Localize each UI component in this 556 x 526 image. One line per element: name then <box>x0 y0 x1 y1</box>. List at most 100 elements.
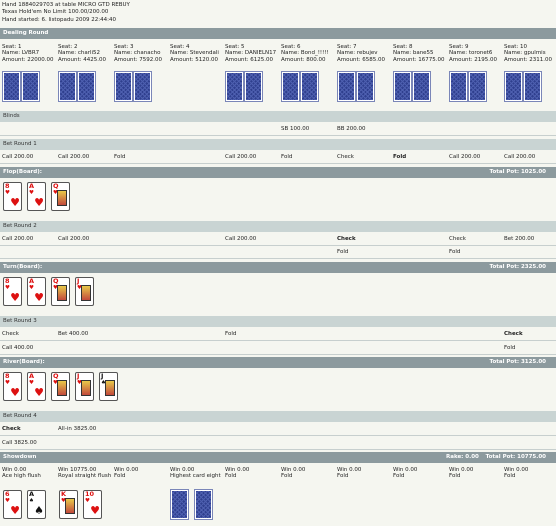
seat-7-action: Check <box>337 236 356 242</box>
win-amount: Win 0.00 <box>281 467 306 473</box>
bet-round-3-actions: Check Bet 400.00 Fold Check <box>0 331 556 341</box>
card-back-icon <box>77 71 96 102</box>
seat-seat: Seat: 7 <box>337 44 357 50</box>
river-total-pot: Total Pot: 3125.00 <box>489 359 546 365</box>
seat-9: Seat: 9 Name: toronet6 Amount: 2195.00 <box>449 44 504 63</box>
bet-round-2-actions: Call 200.00 Call 200.00 Call 200.00 Check Ch… <box>0 236 556 246</box>
seat-amount: Amount: 2311.00 <box>504 56 552 63</box>
win-amount: Win 0.00 <box>170 467 195 473</box>
seat-name: Name: toronet6 <box>449 50 493 57</box>
hand-description: Fold <box>393 473 405 480</box>
hand-description: Fold <box>281 473 293 480</box>
seat-name: Name: gpulmis <box>504 50 546 57</box>
seat-2-result: Win 10775.00 Royal straight flush <box>58 467 113 480</box>
seat-amount: Amount: 800.00 <box>281 56 326 63</box>
card-suit-icon: ♥ <box>29 380 34 386</box>
seat-1-action: Check <box>2 331 19 337</box>
card-back-icon <box>393 71 412 102</box>
playing-card: J ♥ <box>75 277 94 306</box>
card-rank: K <box>61 490 67 498</box>
card-back-icon <box>449 71 468 102</box>
face-card-picture <box>65 498 75 514</box>
card-back-icon <box>2 71 21 102</box>
seat-5-action: Call 200.00 <box>225 154 257 160</box>
card-suit-icon: ♥ <box>53 285 58 291</box>
seat-amount: Amount: 2195.00 <box>449 56 497 63</box>
seat-1-action: Call 200.00 <box>2 236 34 242</box>
showdown-cards: 6 ♥ ♥ A ♠ ♠ K ♥ 10 ♥ ♥ <box>0 489 556 522</box>
card-center-suit-icon: ♥ <box>90 504 100 518</box>
card-suit-icon: ♥ <box>61 498 66 504</box>
seat-seat: Seat: 4 <box>170 44 190 50</box>
hand-description: Fold <box>449 473 461 480</box>
seat-9-result: Win 0.00 Fold <box>449 467 504 480</box>
playing-card: A ♥ ♥ <box>27 182 46 211</box>
card-back-icon <box>504 71 523 102</box>
hand-description: Ace high flush <box>2 473 41 480</box>
playing-card: 6 ♥ ♥ <box>3 490 22 519</box>
win-amount: Win 0.00 <box>225 467 250 473</box>
game-type-line: Texas Hold'em No Limit 100.00/200.00 <box>2 9 109 16</box>
seat-3: Seat: 3 Name: chanacho Amount: 7592.00 <box>114 44 169 63</box>
bet-round-4-actions: Check All-in 3825.00 <box>0 426 556 436</box>
card-suit-icon: ♥ <box>5 285 10 291</box>
win-amount: Win 10775.00 <box>58 467 97 473</box>
card-back-icon <box>300 71 319 102</box>
section-title: Bet Round 2 <box>3 223 37 229</box>
card-rank: 8 <box>5 372 10 380</box>
card-back-icon <box>170 489 189 520</box>
big-blind: BB 200.00 <box>337 126 366 132</box>
section-title: Showdown <box>3 454 37 460</box>
card-rank: A <box>29 182 35 190</box>
seat-7: Seat: 7 Name: rebujev Amount: 6585.00 <box>337 44 392 63</box>
seat-3-action: Fold <box>114 154 126 160</box>
playing-card: A ♥ ♥ <box>27 372 46 401</box>
seats-row: Seat: 1 Name: LVBR7 Amount: 22000.00 Seat: … <box>0 44 556 70</box>
seat-name: Name: Stevendali <box>170 50 219 57</box>
section-bet-round-3: Bet Round 3 <box>0 316 556 327</box>
card-back-icon <box>281 71 300 102</box>
seat-5: Seat: 5 Name: DANIELN17 Amount: 6125.00 <box>225 44 280 63</box>
seat-seat: Seat: 9 <box>449 44 469 50</box>
hand-description: Fold <box>337 473 349 480</box>
bet-round-3-actions-2: Call 400.00 Fold <box>0 345 556 355</box>
win-amount: Win 0.00 <box>114 467 139 473</box>
card-suit-icon: ♥ <box>77 285 82 291</box>
card-center-suit-icon: ♥ <box>10 291 20 305</box>
card-suit-icon: ♥ <box>29 285 34 291</box>
seat-2-action: Call 200.00 <box>58 154 90 160</box>
seat-9-action: Fold <box>449 249 461 255</box>
hand-header: Hand 1884029703 at table MICRO GTD REBUY… <box>2 2 552 28</box>
river-board-cards: 8 ♥ ♥ A ♥ ♥ Q ♥ J ♥ J ♠ <box>0 372 556 404</box>
seat-7-result: Win 0.00 Fold <box>337 467 392 480</box>
card-back-icon <box>523 71 542 102</box>
card-center-suit-icon: ♥ <box>34 291 44 305</box>
seat-5-action: Call 200.00 <box>225 236 257 242</box>
playing-card: J ♠ <box>99 372 118 401</box>
flop-board-cards: 8 ♥ ♥ A ♥ ♥ Q ♥ <box>0 182 556 214</box>
card-rank: 8 <box>5 277 10 285</box>
seat-seat: Seat: 10 <box>504 44 528 50</box>
small-blind: SB 100.00 <box>281 126 310 132</box>
section-title: Dealing Round <box>3 30 49 36</box>
bet-round-4-actions-2: Call 3825.00 <box>0 440 556 450</box>
win-amount: Win 0.00 <box>337 467 362 473</box>
card-back-icon <box>468 71 487 102</box>
hand-description: Fold <box>225 473 237 480</box>
section-river: River(Board): Total Pot: 3125.00 <box>0 357 556 368</box>
blinds-row: SB 100.00 BB 200.00 <box>0 126 556 136</box>
card-rank: J <box>77 277 80 285</box>
seat-1: Seat: 1 Name: LVBR7 Amount: 22000.00 <box>2 44 57 63</box>
card-rank: Q <box>53 372 59 380</box>
hand-description: Fold <box>114 473 126 480</box>
seat-seat: Seat: 6 <box>281 44 301 50</box>
face-card-picture <box>57 380 67 396</box>
win-amount: Win 0.00 <box>504 467 529 473</box>
seat-5-result: Win 0.00 Fold <box>225 467 280 480</box>
card-center-suit-icon: ♥ <box>34 196 44 210</box>
card-suit-icon: ♥ <box>29 190 34 196</box>
playing-card: J ♥ <box>75 372 94 401</box>
win-amount: Win 0.00 <box>393 467 418 473</box>
seat-1-action: Call 400.00 <box>2 345 34 351</box>
card-rank: 6 <box>5 490 10 498</box>
